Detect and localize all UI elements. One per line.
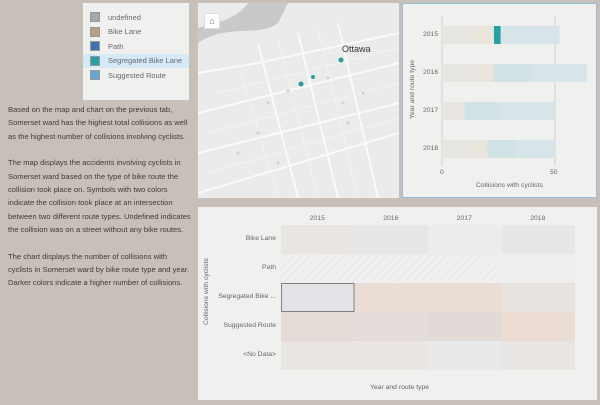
y-tick-label: 2017	[423, 107, 439, 114]
legend-item[interactable]: Bike Lane	[83, 25, 189, 40]
heatmap-cell[interactable]	[501, 312, 576, 341]
legend-swatch	[90, 12, 100, 23]
home-icon: ⌂	[209, 16, 215, 26]
x-tick-label: 0	[440, 169, 444, 176]
bar-segment[interactable]	[516, 140, 555, 158]
row-label: Bike Lane	[245, 235, 276, 242]
legend-label: Path	[108, 41, 124, 51]
x-tick-label: 50	[550, 169, 558, 176]
column-label: 2015	[309, 215, 325, 222]
heatmap-cell[interactable]	[428, 254, 502, 283]
paragraph: The map displays the accidents involving…	[8, 158, 191, 235]
heatmap-cell[interactable]	[354, 283, 429, 312]
bar-segment[interactable]	[442, 26, 472, 44]
column-label: 2018	[530, 215, 546, 222]
heatmap-cell[interactable]	[501, 254, 576, 283]
column-label: 2016	[383, 215, 399, 222]
legend-swatch	[90, 41, 100, 52]
heatmap-cell[interactable]	[501, 225, 576, 254]
bar-chart-card: Collisions with cyclists Year and route …	[402, 3, 597, 198]
bar-segment[interactable]	[442, 140, 472, 158]
collision-marker[interactable]	[298, 81, 304, 87]
heatmap-cell[interactable]	[281, 312, 355, 341]
heatmap-cell[interactable]	[281, 225, 355, 254]
bar-chart	[441, 16, 587, 166]
bar-segment[interactable]	[532, 64, 587, 82]
column-label: 2017	[456, 215, 472, 222]
map-view[interactable]: ⌂ Ottawa	[198, 3, 399, 198]
collision-marker[interactable]	[311, 75, 315, 79]
heatmap-cell[interactable]	[281, 283, 355, 312]
y-tick-label: 2018	[423, 145, 439, 152]
map-basemap[interactable]	[198, 3, 399, 198]
legend-swatch	[90, 55, 100, 66]
y-tick-label: 2015	[423, 31, 439, 38]
heatmap-cell[interactable]	[354, 341, 429, 370]
heatmap-cell[interactable]	[281, 341, 355, 370]
heatmap-cell[interactable]	[354, 312, 429, 341]
bar-segment[interactable]	[493, 26, 501, 44]
legend-item[interactable]: undefined	[83, 10, 189, 25]
row-label: Path	[262, 264, 276, 271]
bar-segment[interactable]	[500, 102, 555, 120]
description-text: Based on the map and chart on the previo…	[8, 103, 193, 303]
bar-segment[interactable]	[471, 140, 488, 158]
home-button[interactable]: ⌂	[204, 13, 220, 29]
paragraph: Based on the map and chart on the previo…	[8, 105, 188, 141]
row-label: Suggested Route	[223, 322, 276, 329]
heatmap-cell[interactable]	[501, 341, 576, 370]
bar-segment[interactable]	[500, 26, 560, 44]
row-label: Segregated Bike ...	[218, 293, 276, 300]
legend-label: undefined	[108, 12, 141, 22]
legend-swatch	[90, 70, 100, 81]
heatmap-card: Year and route type Collisions with cycl…	[198, 207, 597, 400]
bar-segment[interactable]	[493, 64, 533, 82]
legend-swatch	[90, 26, 100, 37]
legend-label: Bike Lane	[108, 27, 142, 37]
bar-segment[interactable]	[475, 64, 494, 82]
heatmap-cell[interactable]	[281, 254, 355, 283]
heatmap-cell[interactable]	[354, 254, 429, 283]
legend-label: Suggested Route	[108, 70, 166, 80]
bar-segment[interactable]	[487, 140, 517, 158]
bar-segment[interactable]	[442, 102, 458, 120]
x-axis-label: Year and route type	[370, 384, 430, 391]
y-axis-label: Year and route type	[409, 59, 416, 119]
bar-segment[interactable]	[442, 64, 476, 82]
bar-segment[interactable]	[464, 102, 501, 120]
selected-cell-outline	[281, 283, 355, 312]
heatmap-cell[interactable]	[428, 312, 502, 341]
legend-item[interactable]: Suggested Route	[83, 68, 189, 83]
x-axis-label: Collisions with cyclists	[476, 182, 543, 189]
paragraph: The chart displays the number of collisi…	[8, 251, 190, 288]
legend-item[interactable]: Path	[83, 39, 189, 54]
city-label: Ottawa	[342, 44, 371, 54]
y-tick-label: 2016	[423, 69, 439, 76]
bar-segment[interactable]	[457, 102, 465, 120]
legend-label: Segregated Bike Lane	[108, 56, 183, 66]
heatmap-cell[interactable]	[428, 341, 502, 370]
river	[198, 3, 288, 43]
heatmap-cell[interactable]	[501, 283, 576, 312]
heatmap-cell[interactable]	[354, 225, 429, 254]
row-label: <No Data>	[243, 351, 276, 358]
heatmap-cell[interactable]	[428, 225, 502, 254]
bar-segment[interactable]	[471, 26, 494, 44]
collision-marker[interactable]	[338, 57, 344, 63]
heatmap-chart	[281, 225, 576, 370]
heatmap-cell[interactable]	[428, 283, 502, 312]
legend-panel: undefined Bike Lane Path Segregated Bike La…	[83, 3, 189, 100]
y-axis-label: Collisions with cyclists	[203, 258, 210, 325]
legend-item[interactable]: Segregated Bike Lane	[83, 53, 189, 68]
